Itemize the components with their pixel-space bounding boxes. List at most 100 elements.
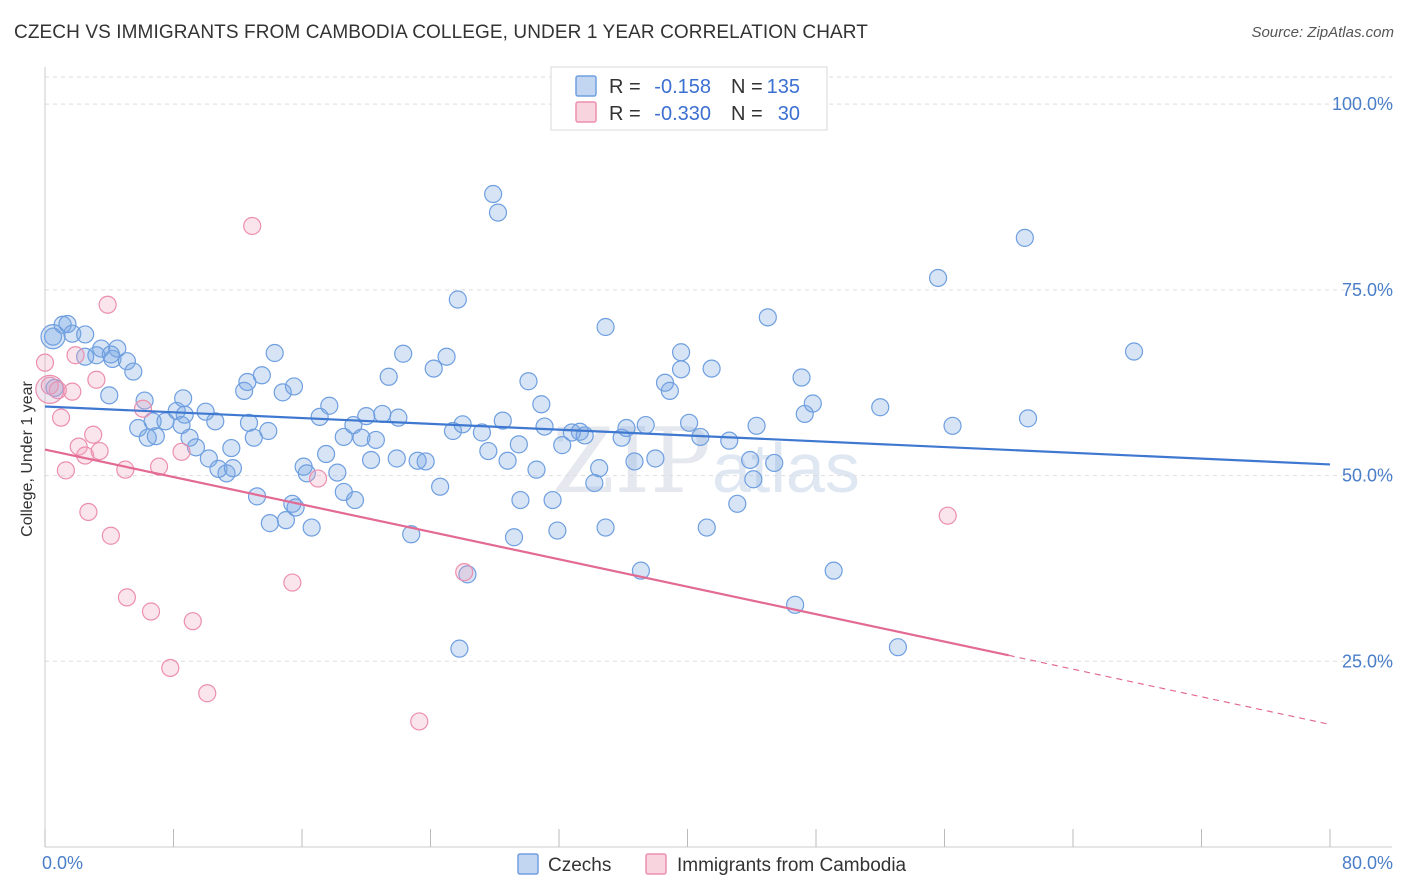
axes: 0.0% 80.0%: [42, 67, 1393, 873]
czech-point-134: [450, 639, 469, 658]
czech-point-32: [223, 459, 243, 478]
czech-point-64: [394, 344, 413, 363]
cambodia-point-18: [141, 602, 161, 621]
czech-point-69: [424, 359, 443, 378]
czech-point-122: [803, 394, 822, 413]
czech-point-53: [334, 427, 353, 447]
czech-point-82: [504, 528, 524, 547]
bottom-legend: Czechs Immigrants from Cambodia: [517, 853, 907, 876]
cambodia-point-27: [410, 712, 429, 731]
czech-point-38: [259, 421, 278, 441]
czech-point-51: [320, 396, 339, 415]
cambodia-point-6: [66, 346, 85, 365]
cambodia-point-10: [84, 425, 103, 444]
cambodia-point-16: [117, 588, 137, 607]
czech-point-105: [660, 381, 679, 400]
czech-point-37: [252, 366, 271, 385]
czech-point-43: [276, 511, 296, 530]
cambodia-point-4: [56, 461, 75, 480]
czech-point-107: [671, 343, 691, 362]
cambodia-point-19: [149, 457, 169, 476]
chart-title: CZECH VS IMMIGRANTS FROM CAMBODIA COLLEG…: [14, 22, 868, 43]
y-tick-label-50: 50.0%: [1342, 466, 1393, 486]
czech-point-127: [943, 416, 962, 435]
czech-point-133: [172, 415, 191, 435]
czech-point-19: [146, 427, 165, 446]
czech-point-76: [472, 423, 491, 442]
x-tick-label-max: 80.0%: [1342, 853, 1393, 873]
czech-point-41: [284, 377, 304, 396]
cambodia-point-14: [101, 526, 120, 545]
cambodia-point-12: [90, 441, 109, 461]
czech-point-81: [498, 451, 517, 470]
top-legend: R = -0.158 N = 135 R = -0.330 N = 30: [550, 66, 828, 131]
czech-point-11: [101, 345, 120, 364]
czech-point-56: [345, 490, 365, 510]
czech-point-23: [175, 405, 194, 424]
czech-point-112: [720, 431, 739, 450]
legend-czech-n-label: N =: [731, 76, 763, 98]
czech-point-52: [328, 463, 347, 482]
czech-point-13: [124, 362, 143, 381]
y-tick-label-75: 75.0%: [1342, 280, 1393, 300]
czech-point-126: [928, 268, 948, 288]
czech-point-118: [765, 453, 784, 473]
czech-point-5: [76, 325, 95, 344]
czech-point-60: [366, 430, 385, 450]
bottom-legend-cambodia-label: Immigrants from Cambodia: [677, 855, 907, 876]
czech-point-50: [316, 444, 336, 464]
czech-point-84: [519, 372, 538, 391]
czech-point-61: [373, 404, 392, 424]
czech-point-8: [92, 339, 111, 358]
cambodia-trend-line: [44, 448, 1009, 657]
czech-point-100: [625, 452, 644, 471]
cambodia-point-15: [116, 460, 135, 479]
czech-point-124: [871, 398, 890, 417]
czech-point-39: [265, 343, 284, 363]
chart-source: Source: ZipAtlas.com: [1251, 24, 1394, 41]
czech-point-14: [100, 386, 119, 405]
cambodia-point-24: [243, 216, 262, 236]
czech-point-large-1: [40, 324, 66, 350]
czech-point-129: [1018, 409, 1038, 428]
cambodia-point-13: [98, 295, 117, 314]
legend-czech-n-value: 135: [767, 76, 800, 98]
czech-point-75: [458, 565, 477, 584]
czech-point-80: [493, 411, 512, 430]
czech-point-110: [697, 518, 716, 537]
czech-point-59: [361, 450, 381, 470]
czech-point-4: [63, 324, 82, 343]
czech-point-31: [222, 438, 241, 458]
czech-point-97: [596, 518, 615, 537]
czech-point-26: [196, 402, 215, 421]
czech-point-128: [1015, 228, 1034, 247]
cambodia-point-28: [455, 563, 474, 582]
czech-trend-line: [44, 405, 1331, 466]
czech-point-72: [443, 421, 463, 441]
legend-czech-swatch: [575, 75, 597, 97]
bottom-legend-cambodia-swatch: [645, 853, 667, 875]
czech-point-114: [741, 450, 760, 470]
cambodia-point-26: [308, 469, 328, 488]
legend-czech-r-label: R =: [609, 76, 641, 98]
legend-cambodia-r-value: -0.330: [654, 103, 711, 125]
czech-point-79: [488, 203, 508, 222]
cambodia-point-5: [63, 382, 82, 401]
legend-box: [550, 66, 828, 131]
cambodia-point-22: [183, 612, 202, 631]
czech-point-17: [143, 412, 162, 431]
czech-point-111: [702, 359, 721, 378]
czech-point-86: [532, 395, 551, 414]
czech-point-0: [43, 327, 63, 346]
czech-point-131: [509, 435, 528, 454]
czech-point-115: [744, 470, 763, 489]
cambodia-point-11: [87, 370, 106, 389]
czech-point-28: [206, 412, 225, 431]
bottom-legend-czech-swatch: [517, 853, 539, 875]
czech-point-3: [58, 314, 77, 334]
y-tick-label-25: 25.0%: [1342, 651, 1393, 671]
czech-point-103: [646, 449, 665, 468]
czech-point-42: [260, 514, 279, 533]
czech-point-106: [671, 360, 691, 379]
cambodia-point-0: [35, 353, 55, 372]
